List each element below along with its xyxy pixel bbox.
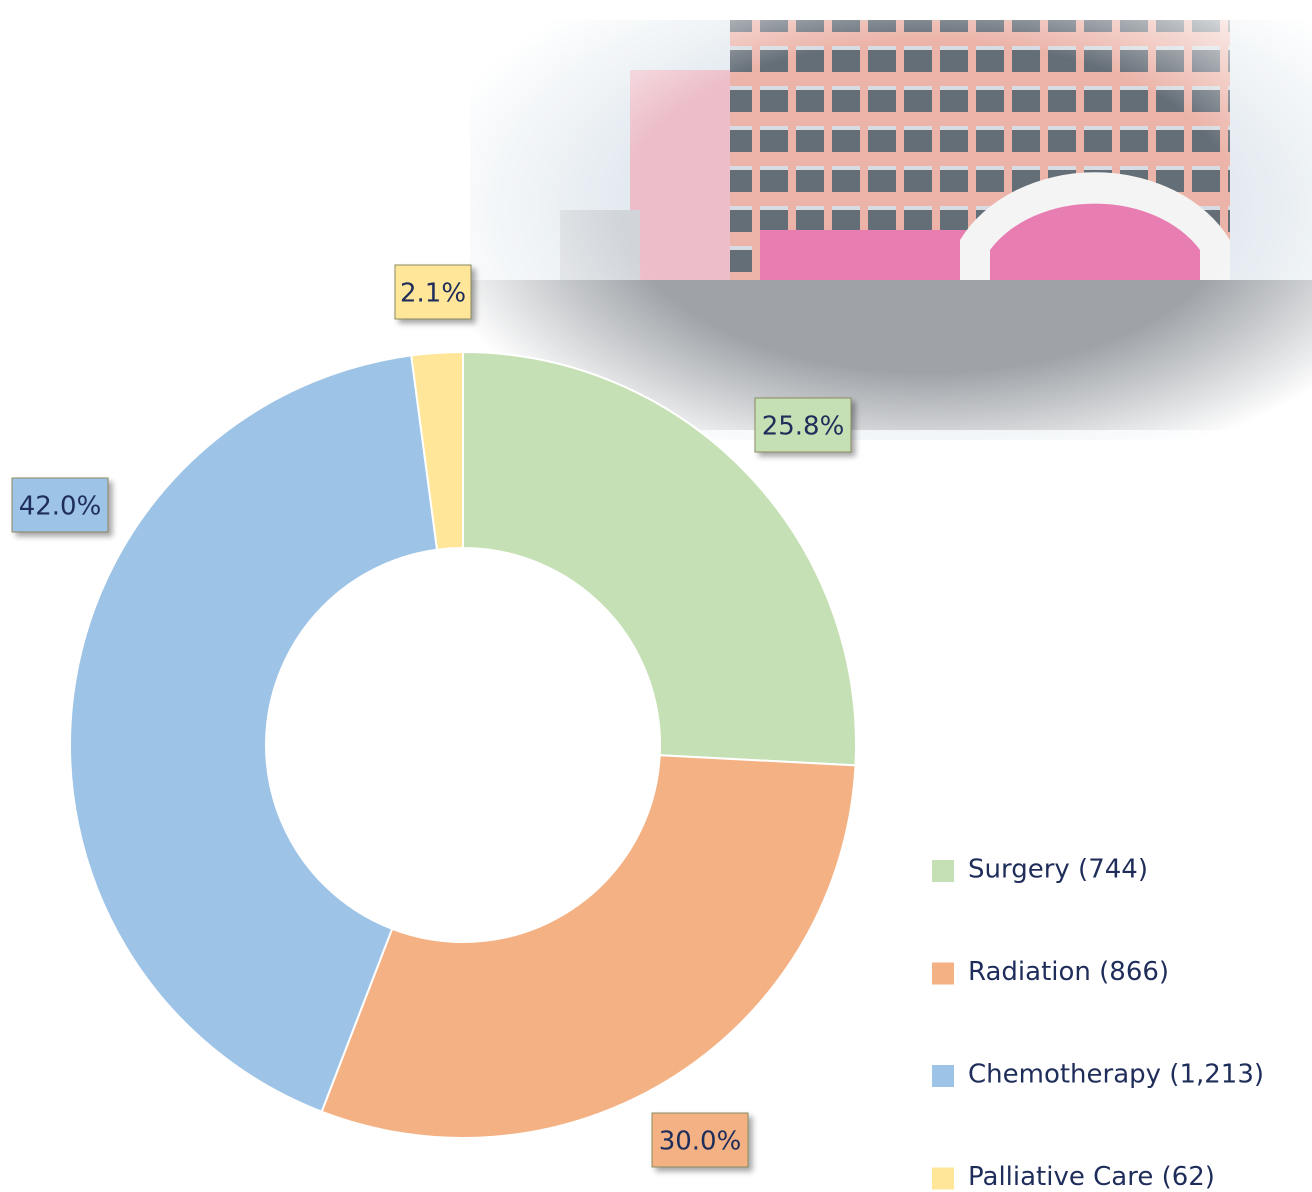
data-label-box — [754, 397, 852, 453]
data-label-box — [394, 264, 472, 320]
data-label-box — [11, 477, 109, 533]
data-label: 25.8% — [762, 412, 845, 442]
hospital-photo — [460, 0, 1312, 460]
donut-slice — [320, 754, 857, 1139]
legend-swatch — [932, 860, 954, 882]
legend-swatch — [932, 1167, 954, 1190]
legend-label: Radiation (866) — [968, 957, 1169, 987]
legend-label: Palliative Care (62) — [968, 1162, 1215, 1192]
legend-label: Surgery (744) — [968, 855, 1148, 885]
data-label: 42.0% — [19, 492, 102, 522]
donut-slice — [462, 350, 857, 767]
data-label-box — [651, 1112, 749, 1168]
data-label: 2.1% — [400, 279, 466, 309]
donut-slice — [410, 350, 464, 551]
data-label: 30.0% — [659, 1127, 742, 1157]
legend-swatch — [932, 962, 954, 985]
legend-swatch — [932, 1065, 954, 1087]
legend-label: Chemotherapy (1,213) — [968, 1060, 1264, 1090]
donut-slice — [69, 354, 439, 1113]
